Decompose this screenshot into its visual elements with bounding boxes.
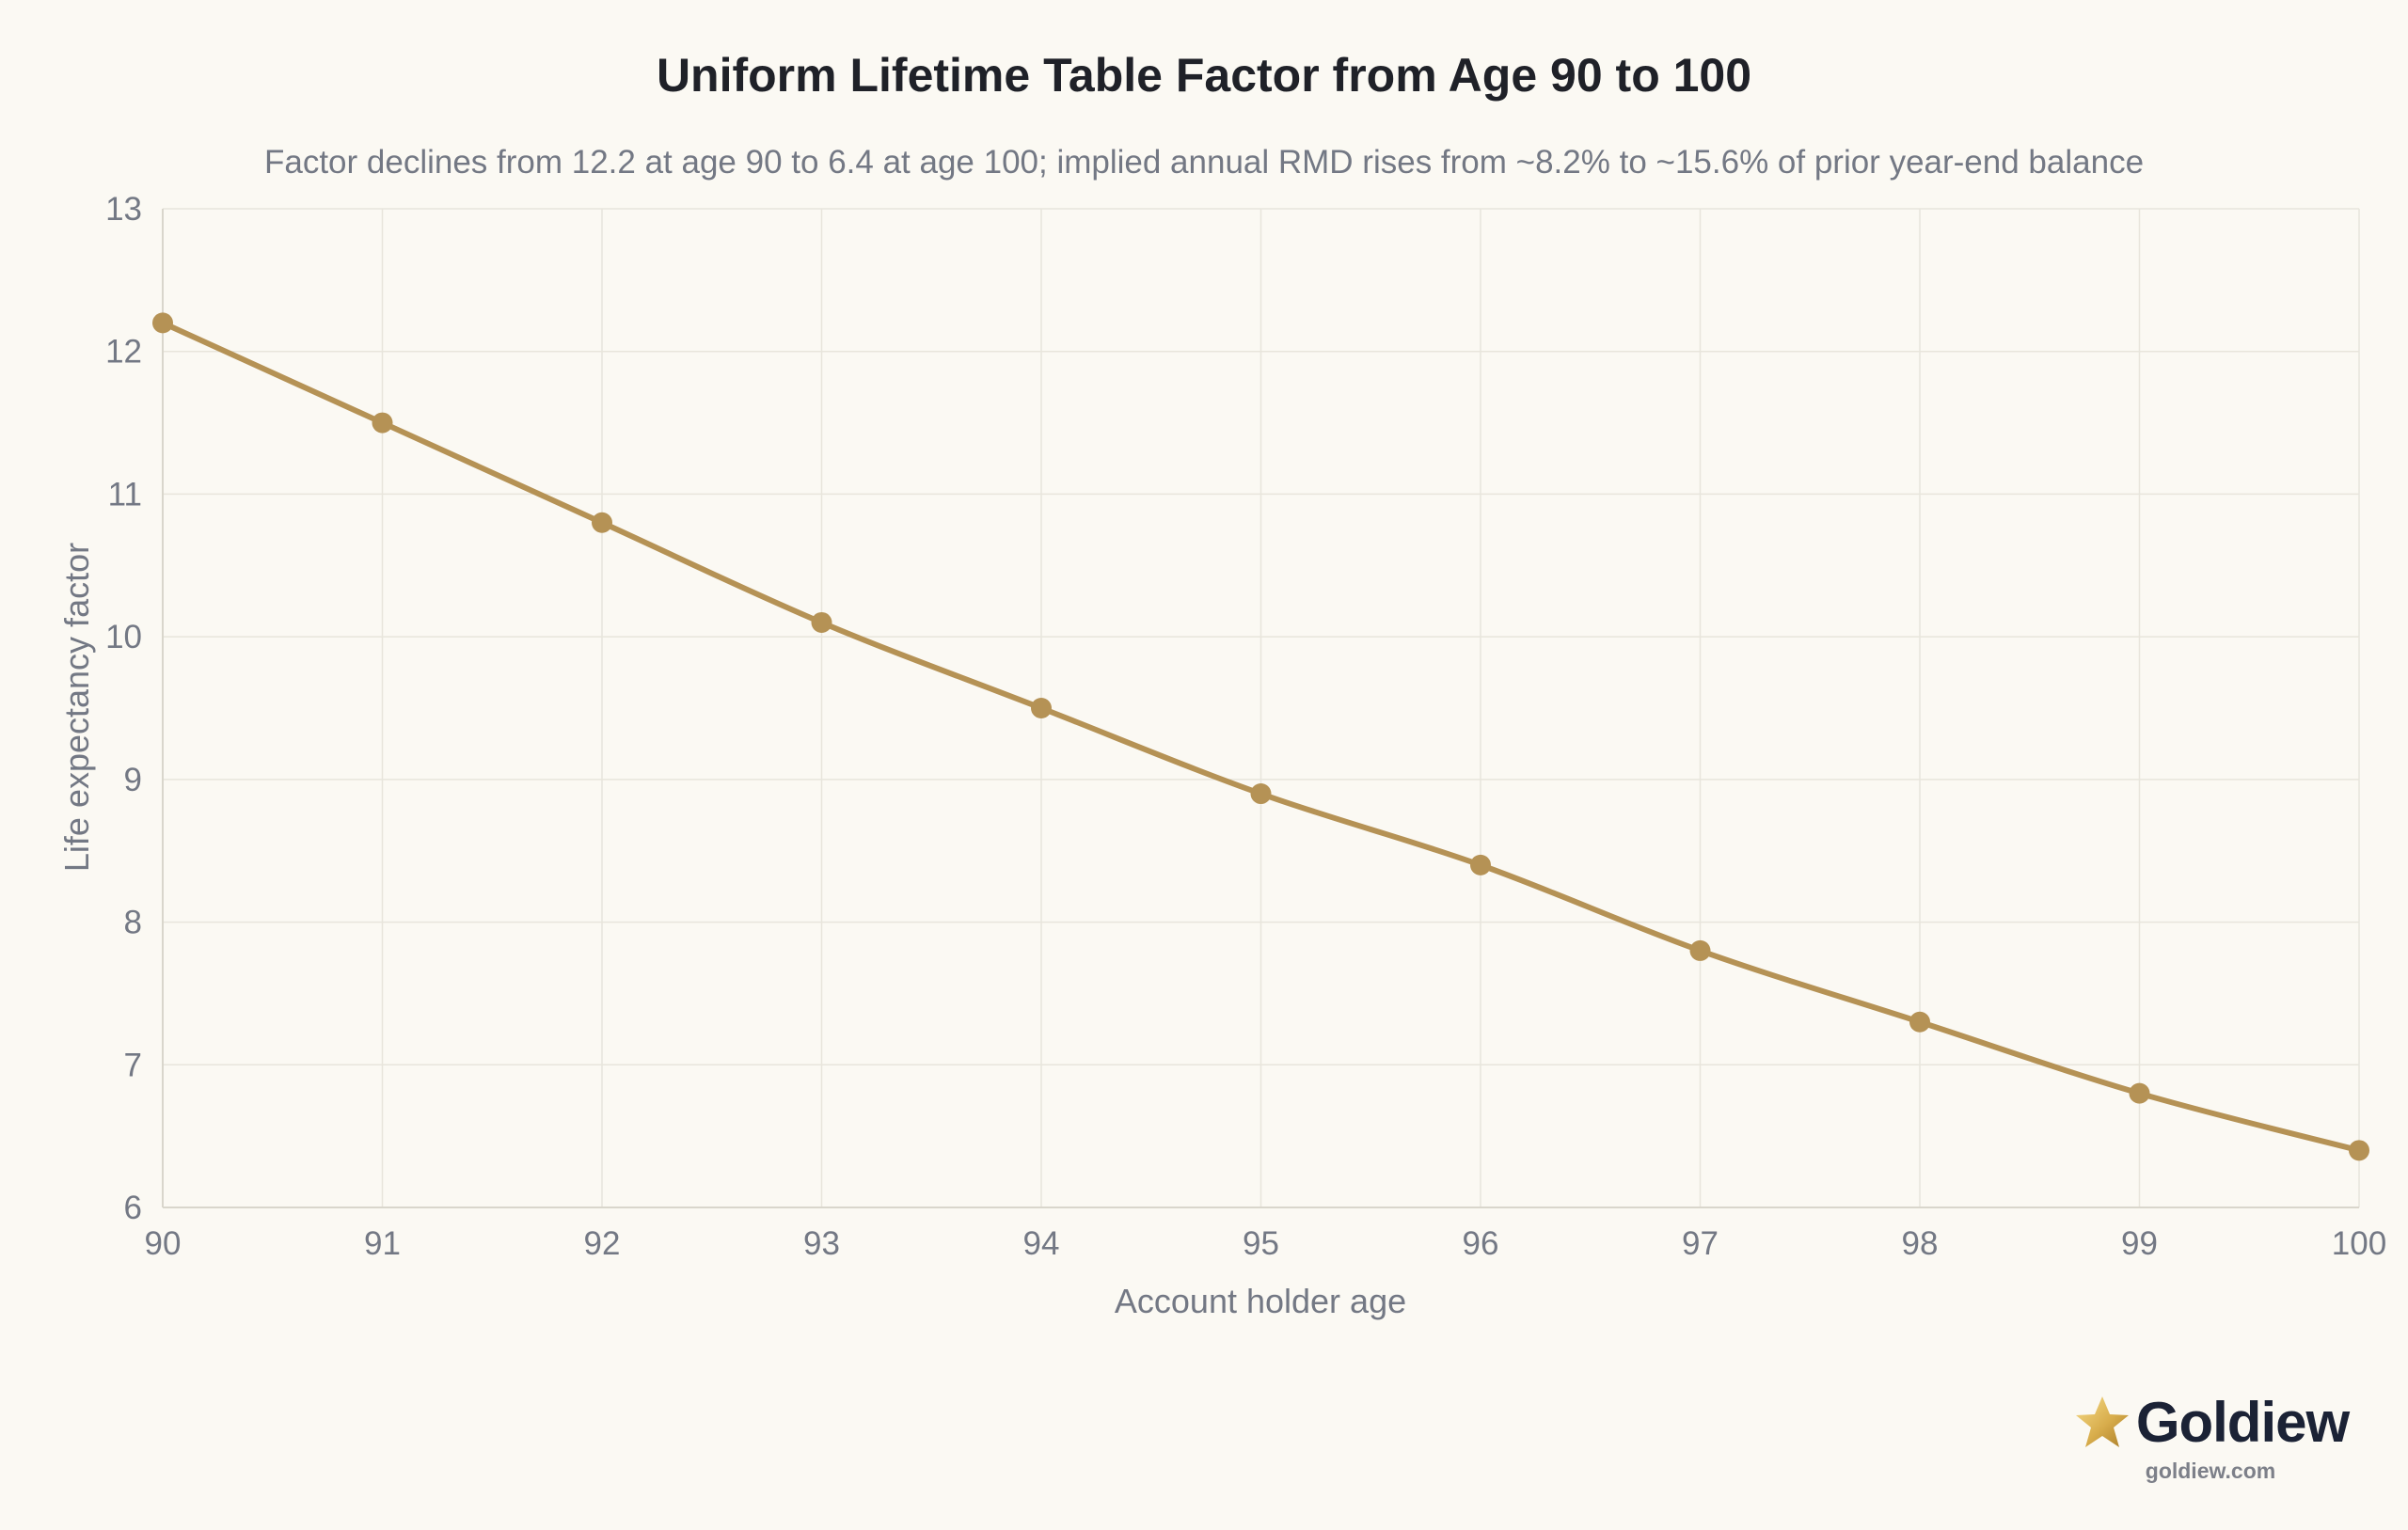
x-tick-label: 100 [2332, 1225, 2386, 1262]
y-tick-label: 10 [105, 619, 142, 655]
x-tick-label: 97 [1682, 1225, 1719, 1262]
data-point [1031, 698, 1052, 718]
data-point [1250, 783, 1272, 805]
chart-subtitle: Factor declines from 12.2 at age 90 to 6… [264, 144, 2144, 181]
y-tick-label: 7 [124, 1047, 142, 1083]
grid [163, 208, 2360, 1207]
x-tick-label: 92 [584, 1225, 621, 1262]
data-point [152, 312, 173, 334]
chart-title: Uniform Lifetime Table Factor from Age 9… [657, 49, 1751, 102]
x-tick-label: 93 [803, 1225, 840, 1262]
data-point [1470, 854, 1491, 875]
axes [162, 209, 2359, 1208]
x-tick-label: 99 [2121, 1225, 2158, 1262]
data-point [2349, 1140, 2369, 1161]
brand-url: goldiew.com [2145, 1459, 2276, 1483]
x-tick-label: 91 [364, 1225, 401, 1262]
data-point [1909, 1011, 1930, 1033]
y-tick-label: 11 [108, 476, 142, 513]
data-point [811, 611, 832, 633]
y-tick-label: 9 [124, 762, 142, 798]
data-point [372, 412, 393, 434]
x-axis-label: Account holder age [1115, 1282, 1406, 1320]
y-tick-label: 8 [124, 905, 142, 941]
series [152, 312, 2369, 1161]
brand-logo: Goldiew goldiew.com [2051, 1390, 2370, 1484]
x-tick-label: 95 [1243, 1225, 1279, 1262]
brand-name: Goldiew [2135, 1391, 2350, 1454]
x-tick-label: 90 [145, 1225, 182, 1262]
x-tick-label: 94 [1023, 1225, 1060, 1262]
data-point [592, 512, 612, 533]
x-tick-label: 98 [1902, 1225, 1939, 1262]
data-point [2129, 1082, 2150, 1104]
star-icon [2075, 1396, 2129, 1447]
y-axis-label: Life expectancy factor [57, 543, 96, 872]
y-tick-label: 13 [105, 191, 142, 228]
x-tick-label: 96 [1463, 1225, 1499, 1262]
tick-labels: 6 7 8 9 10 11 12 13 90 91 92 93 94 95 96 97 98 99 100 [105, 191, 2386, 1262]
data-point [1689, 939, 1711, 961]
y-tick-label: 12 [105, 334, 142, 371]
y-tick-label: 6 [124, 1190, 142, 1226]
